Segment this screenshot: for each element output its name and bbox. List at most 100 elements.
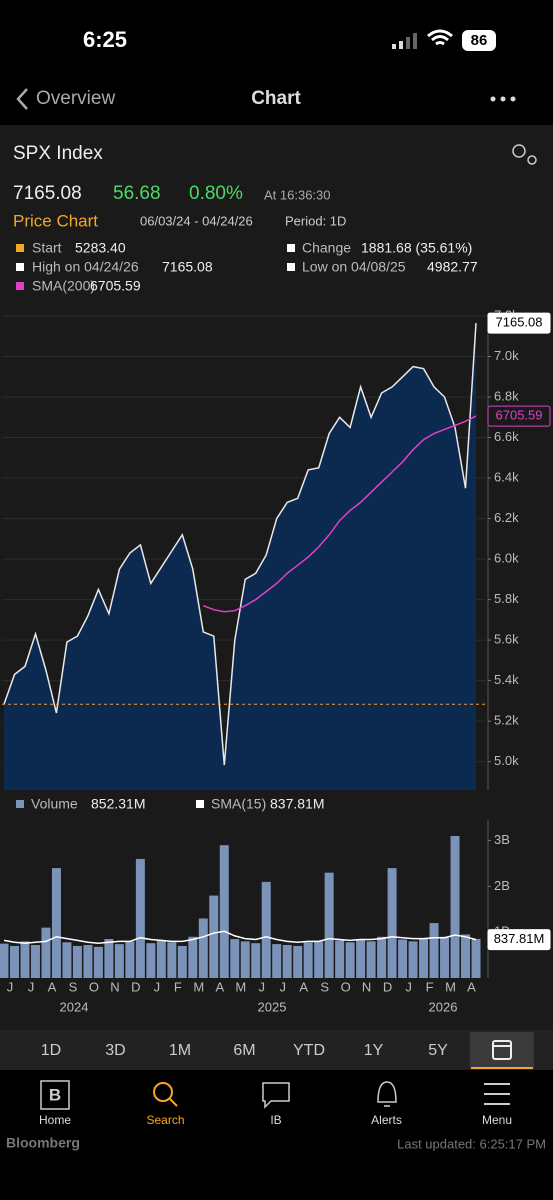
volume-bar xyxy=(293,945,303,978)
volume-bar xyxy=(83,945,93,978)
y-tick-label: 2B xyxy=(494,878,510,893)
range-tab[interactable]: 1D xyxy=(41,1042,61,1059)
range-tab[interactable]: 1M xyxy=(169,1042,191,1059)
brand: Bloomberg xyxy=(6,1135,80,1151)
x-tick-label: J xyxy=(279,979,286,994)
volume-bar xyxy=(419,938,429,978)
battery-level: 86 xyxy=(471,32,488,49)
date-range: 06/03/24 - 04/24/26 xyxy=(140,213,253,228)
wifi-icon xyxy=(427,29,453,46)
legend-label: Start xyxy=(32,240,62,256)
calendar-icon xyxy=(492,1040,512,1060)
menu-icon xyxy=(484,1083,510,1105)
volume-bar xyxy=(114,944,124,978)
nav-tab[interactable]: Home xyxy=(39,1113,71,1127)
volume-bar xyxy=(146,943,156,978)
volume-bar xyxy=(345,942,355,978)
series-line xyxy=(203,415,477,613)
year-label: 2026 xyxy=(429,999,458,1014)
volume-bar xyxy=(41,927,51,978)
x-tick-label: N xyxy=(110,979,119,994)
range-tab[interactable]: 1Y xyxy=(364,1042,384,1059)
price-tag-label: 837.81M xyxy=(494,931,545,946)
settings-button[interactable] xyxy=(512,144,537,165)
nav-tab[interactable]: Search xyxy=(146,1113,184,1127)
volume-bar xyxy=(471,938,481,978)
volume-bar xyxy=(156,940,166,978)
volume-bar xyxy=(377,936,387,978)
volume-bar xyxy=(240,941,250,978)
nav-tab[interactable]: IB xyxy=(270,1113,281,1127)
y-tick-label: 6.8k xyxy=(494,388,519,403)
legend-swatch xyxy=(287,244,295,252)
y-tick-label: 5.4k xyxy=(494,672,519,687)
volume-bar xyxy=(188,936,198,978)
range-tab[interactable]: 5Y xyxy=(428,1042,448,1059)
volume-bar xyxy=(398,939,408,978)
legend-value: 5283.40 xyxy=(75,240,126,256)
y-tick-label: 5.8k xyxy=(494,591,519,606)
x-tick-label: O xyxy=(89,979,99,994)
y-tick-label: 6.6k xyxy=(494,429,519,444)
x-tick-label: D xyxy=(383,979,392,994)
volume-bar xyxy=(0,943,9,978)
y-tick-label: 3B xyxy=(494,832,510,847)
volume-bar xyxy=(177,945,187,978)
x-tick-label: N xyxy=(362,979,371,994)
more-button[interactable] xyxy=(490,96,516,102)
back-icon[interactable] xyxy=(16,88,28,110)
y-tick-label: 7.0k xyxy=(494,348,519,363)
tab-indicator xyxy=(471,1067,533,1069)
x-tick-label: S xyxy=(320,979,329,994)
range-tab[interactable]: 3D xyxy=(105,1042,125,1059)
y-tick-label: 5.6k xyxy=(494,632,519,647)
price-tag xyxy=(487,405,551,427)
volume-bar xyxy=(125,941,135,978)
price-tag-label: 7165.08 xyxy=(496,315,543,330)
nav-title: Chart xyxy=(251,88,301,109)
alerts-icon xyxy=(377,1081,397,1107)
volume-bar xyxy=(198,918,208,978)
legend-label: Volume xyxy=(31,796,78,812)
legend-label: Low on 04/08/25 xyxy=(302,259,406,275)
volume-bar xyxy=(135,858,145,978)
volume-bar xyxy=(20,941,30,978)
x-tick-label: M xyxy=(235,979,246,994)
price-tag xyxy=(487,312,551,334)
volume-bar xyxy=(251,943,261,978)
range-tab[interactable]: YTD xyxy=(293,1042,325,1059)
x-tick-label: S xyxy=(69,979,78,994)
battery-icon xyxy=(462,30,496,51)
volume-bar xyxy=(72,945,82,978)
x-tick-label: O xyxy=(341,979,351,994)
x-tick-label: J xyxy=(28,979,35,994)
nav-tab[interactable]: Menu xyxy=(482,1113,512,1127)
legend-label: SMA(15) xyxy=(211,796,266,812)
back-button[interactable]: Overview xyxy=(36,88,115,109)
volume-bar xyxy=(335,940,345,978)
volume-bar xyxy=(104,939,114,978)
x-tick-label: A xyxy=(299,979,308,994)
calendar-tab[interactable] xyxy=(470,1032,534,1068)
nav-tab[interactable]: Alerts xyxy=(371,1113,402,1127)
price: 7165.08 xyxy=(13,183,82,204)
x-tick-label: A xyxy=(215,979,224,994)
y-tick-label: 6.4k xyxy=(494,469,519,484)
legend-value: 7165.08 xyxy=(162,259,213,275)
x-tick-label: M xyxy=(193,979,204,994)
volume-bar xyxy=(209,895,219,978)
ticker: SPX Index xyxy=(13,143,103,164)
range-tab[interactable]: 6M xyxy=(233,1042,255,1059)
price-area xyxy=(4,323,476,790)
legend-value: 6705.59 xyxy=(90,278,141,294)
legend-swatch xyxy=(16,263,24,271)
volume-bar xyxy=(93,946,103,978)
change: 56.68 xyxy=(113,183,161,204)
x-tick-label: A xyxy=(48,979,57,994)
x-tick-label: A xyxy=(467,979,476,994)
y-tick-label: 6.2k xyxy=(494,510,519,525)
volume-bar xyxy=(461,934,471,978)
year-label: 2024 xyxy=(60,999,89,1014)
range-bar xyxy=(0,1030,553,1070)
